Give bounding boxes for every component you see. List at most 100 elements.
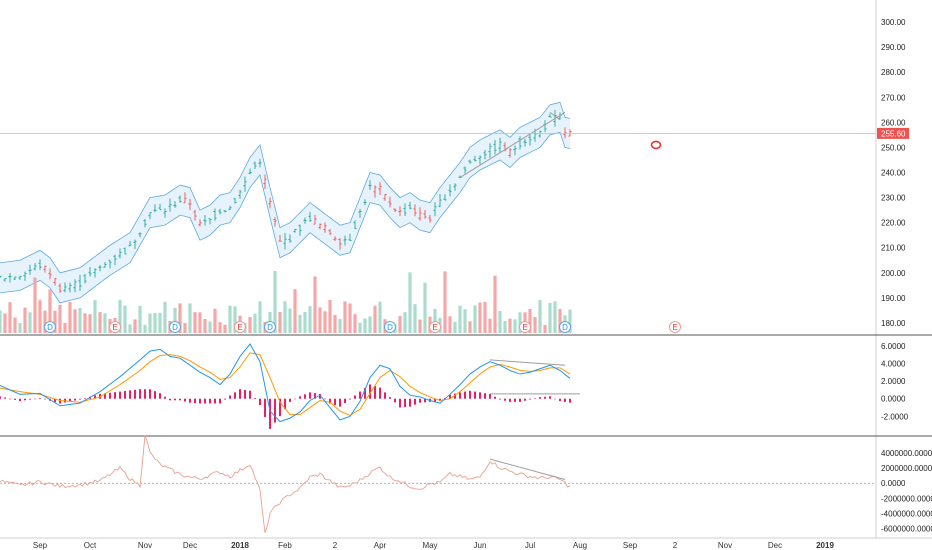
ohlc-bar [3,278,7,282]
ohlc-bar [393,208,397,213]
osc-tick-label: -2000000.0000 [881,494,932,503]
volume-bar [228,305,232,333]
ohlc-bar [398,206,402,217]
ohlc-bar [43,265,47,273]
ohlc-bar [58,283,62,293]
volume-bar [533,317,537,333]
ohlc-bar [63,282,67,293]
macd-histogram-bar [249,390,251,399]
macd-tick-label: 4.0000 [881,359,906,368]
dividend-marker[interactable]: D [264,321,276,333]
dividend-marker[interactable]: D [44,321,56,333]
macd-histogram-bar [469,390,471,399]
dividend-marker[interactable]: D [169,321,181,333]
ohlc-bar [343,235,347,246]
macd-histogram-bar [409,398,411,407]
earnings-marker[interactable]: E [429,321,441,333]
bollinger-band-fill [0,102,570,303]
macd-histogram-bar [174,398,176,401]
ohlc-bar [283,233,287,250]
volume-bar [333,314,337,333]
volume-bar [293,289,297,333]
macd-tick-label: 0.0000 [881,395,906,404]
ohlc-bar [128,240,132,247]
ohlc-bar [133,239,137,249]
last-price-label: 255.60 [877,127,909,139]
ohlc-bar [388,196,392,208]
macd-histogram-bar [389,397,391,399]
volume-bar [143,324,147,333]
ohlc-bar [248,168,252,175]
time-tick-label: 2 [673,541,678,550]
volume-bar [493,275,497,333]
macd-histogram-bar [569,398,571,403]
ohlc-bar [273,217,277,227]
ohlc-bar [328,228,332,235]
macd-histogram-bar [129,390,131,399]
volume-bar [88,314,92,333]
macd-histogram-bar [199,398,201,404]
volume-bar [328,300,332,333]
volume-bar [473,305,477,333]
highlight-circle[interactable] [650,140,662,150]
macd-trendline[interactable] [489,359,566,366]
dividend-marker[interactable]: D [559,321,571,333]
earnings-marker-label: E [432,323,437,332]
macd-histogram-bar [439,398,441,402]
earnings-marker[interactable]: E [109,321,121,333]
volume-bar [318,307,322,333]
volume-bar [23,307,27,333]
time-axis[interactable]: Sep Oct Nov Dec 2018 Feb 2 Apr May Jun Jul Aug Sep 2 N… [33,541,835,550]
earnings-marker[interactable]: E [669,321,681,333]
volume-bar [558,308,562,333]
macd-histogram-bar [474,391,476,399]
volume-bar [538,300,542,333]
macd-histogram-bar [109,392,111,399]
ohlc-bar [233,198,237,204]
volume-bar [478,302,482,333]
macd-histogram-bar [404,398,406,408]
macd-histogram-bar [44,398,46,400]
ohlc-bar [188,198,192,211]
ohlc-bar [488,143,492,158]
price-axis[interactable]: 300.00 290.00 280.00 270.00 260.00 250.00 240.… [877,18,909,328]
ohlc-bar [348,233,352,241]
price-trendline[interactable] [459,111,566,178]
earnings-marker[interactable]: E [519,321,531,333]
macd-histogram-bar [489,393,491,399]
macd-histogram-bar [399,398,401,408]
macd-histogram-bar [74,398,76,401]
macd-histogram-bar [39,397,41,399]
volume-bar [153,313,157,333]
macd-tick-label: 2.0000 [881,377,906,386]
price-panel[interactable]: D D D D DE E E E E [0,101,876,333]
volume-bar [278,312,282,333]
macd-histogram-bar [339,398,341,407]
macd-histogram-bar [269,398,271,429]
macd-histogram-bar [544,396,546,399]
volume-bar [528,308,532,333]
ohlc-bar [178,195,182,203]
ohlc-bar [278,234,282,242]
osc-trendline[interactable] [489,458,566,480]
volume-bar [43,310,47,333]
price-tick-label: 250.00 [881,143,906,152]
volume-bar [253,313,257,333]
macd-histogram-bar [479,392,481,399]
volume-bar [188,303,192,333]
price-tick-label: 220.00 [881,219,906,228]
volume-bar [68,302,72,333]
time-tick-label: Sep [33,541,48,550]
time-tick-label: Jul [525,541,535,550]
volume-oscillator-panel[interactable]: 4000000.0000 2000000.0000 0.0000 -2000000.0… [0,435,932,533]
earnings-marker[interactable]: E [234,321,246,333]
macd-panel[interactable]: 6.0000 4.0000 2.0000 0.0000 -2.0000 [0,342,909,429]
price-trendline[interactable] [549,111,561,121]
ohlc-bar [548,113,552,118]
dividend-marker[interactable]: D [384,321,396,333]
ohlc-bar [353,220,357,230]
volume-bar [513,319,517,333]
price-tick-label: 270.00 [881,93,906,102]
macd-histogram-bar [294,398,296,400]
